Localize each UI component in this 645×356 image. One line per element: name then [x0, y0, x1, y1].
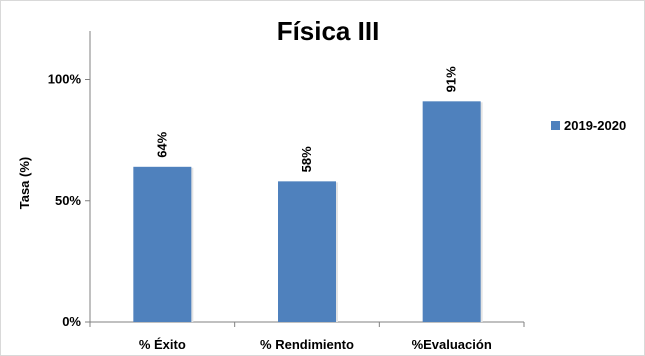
category-label: % Rendimiento [260, 337, 354, 352]
y-tick-label: 0% [62, 314, 81, 329]
legend: 2019-2020 [551, 118, 626, 133]
legend-swatch [551, 121, 560, 130]
bars [133, 101, 483, 322]
y-ticks: 0% 50% 100% [48, 72, 90, 329]
bar [133, 166, 192, 322]
y-tick-label: 50% [55, 193, 81, 208]
legend-label: 2019-2020 [564, 118, 626, 133]
bar [422, 101, 481, 322]
data-label: 58% [299, 146, 314, 172]
y-axis-label: Tasa (%) [17, 157, 32, 210]
data-label: 64% [154, 131, 169, 157]
x-ticks [89, 322, 525, 327]
y-tick-label: 100% [48, 72, 82, 87]
data-label: 91% [444, 66, 459, 92]
category-label: % Éxito [139, 337, 186, 352]
category-label: %Evaluación [412, 337, 492, 352]
bar [278, 181, 336, 322]
chart-title: Física III [277, 16, 380, 46]
category-labels: % Éxito % Rendimiento %Evaluación [139, 337, 492, 352]
data-labels: 64% 58% 91% [154, 66, 458, 172]
